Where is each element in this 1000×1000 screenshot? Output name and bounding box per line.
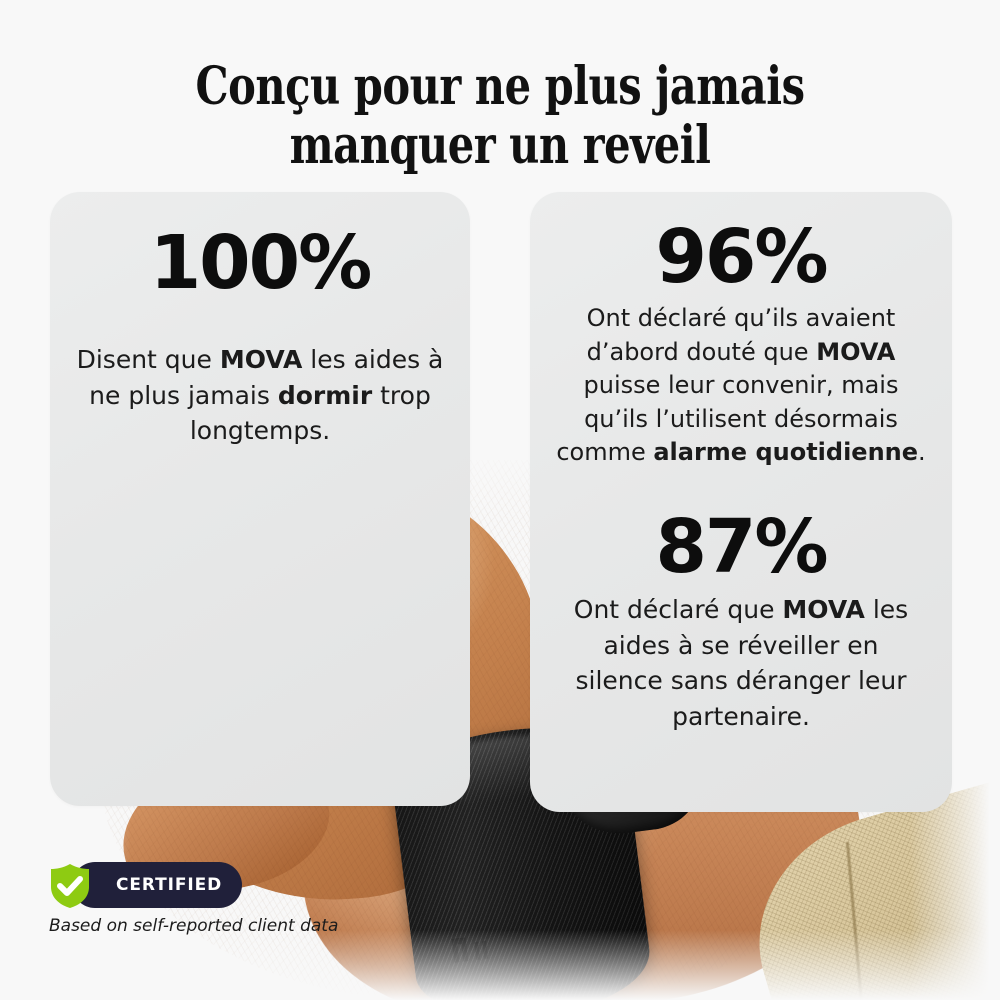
stat-percent: 87%: [655, 504, 828, 590]
stat-card-left: 100% Disent que MOVA les aides à ne plus…: [50, 192, 470, 806]
certified-label: CERTIFIED: [116, 875, 223, 895]
stat-percent-wrapper: 96%: [530, 220, 952, 294]
stat-description-wrapper: Disent que MOVA les aides à ne plus jama…: [50, 342, 470, 449]
certified-pill: CERTIFIED: [72, 862, 243, 908]
shield-check-icon: [51, 864, 89, 908]
stat-description-wrapper: Ont déclaré que MOVA les aides à se réve…: [530, 592, 952, 734]
stat-description: Ont déclaré que MOVA les aides à se réve…: [573, 595, 909, 731]
stat-percent-wrapper: 100%: [50, 226, 470, 300]
stat-description: Ont déclaré qu’ils avaient d’abord douté…: [556, 304, 926, 467]
stat-description: Disent que MOVA les aides à ne plus jama…: [76, 345, 444, 445]
stat-percent: 100%: [149, 220, 373, 306]
page-title: Conçu pour ne plus jamais manquer un rev…: [100, 57, 900, 176]
headline-line-1: Conçu pour ne plus jamais: [195, 55, 805, 117]
stat-percent-wrapper: 87%: [530, 510, 952, 584]
stat-card-right: 96% Ont déclaré qu’ils avaient d’abord d…: [530, 192, 952, 812]
badge-caption: Based on self-reported client data: [49, 916, 339, 936]
stat-description-wrapper: Ont déclaré qu’ils avaient d’abord douté…: [530, 302, 952, 470]
headline-line-2: manquer un reveil: [289, 115, 711, 177]
stat-percent: 96%: [655, 214, 828, 300]
mova-logo-icon: [451, 937, 489, 963]
